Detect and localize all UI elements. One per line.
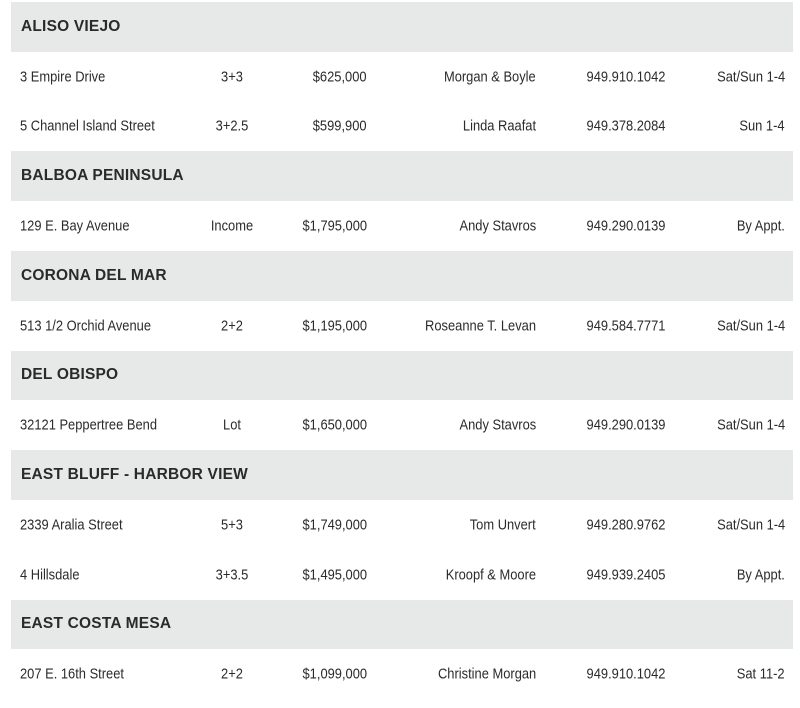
listing-agent: Andy Stavros <box>459 217 536 235</box>
area-header: EAST BLUFF - HARBOR VIEW <box>11 450 793 500</box>
listing-price: $1,795,000 <box>302 217 367 235</box>
listing-address: 2339 Aralia Street <box>20 516 123 534</box>
listing-hours: Sun 1-4 <box>739 117 785 135</box>
area-header: ALISO VIEJO <box>11 2 793 52</box>
listing-beds-baths: 3+2.5 <box>215 117 249 135</box>
listing-address: 4 Hillsdale <box>20 566 80 584</box>
listing-address: 207 E. 16th Street <box>20 665 124 683</box>
area-header: EAST COSTA MESA <box>11 599 793 650</box>
listing-agent: Kroopf & Moore <box>445 566 536 584</box>
listing-hours: Sat/Sun 1-4 <box>716 317 785 335</box>
listing-row: 2339 Aralia Street 5+3 $1,749,000 Tom Unver… <box>0 500 800 550</box>
area-header: DEL OBISPO <box>11 350 793 401</box>
listing-beds-baths: 3+3 <box>221 68 243 86</box>
area-header: CORONA DEL MAR <box>11 250 793 301</box>
listing-agent: Morgan & Boyle <box>444 68 536 86</box>
listing-address: 3 Empire Drive <box>20 68 106 86</box>
listing-price: $1,650,000 <box>302 416 367 434</box>
listing-phone: 949.584.7771 <box>586 317 666 335</box>
listing-price: $625,000 <box>313 68 367 86</box>
listing-hours: By Appt. <box>736 566 785 584</box>
listing-agent: Roseanne T. Levan <box>425 317 536 335</box>
listing-row: 129 E. Bay Avenue Income $1,795,000 Andy St… <box>0 201 800 251</box>
listing-row: 32121 Peppertree Bend Lot $1,650,000 Andy S… <box>0 400 800 450</box>
listing-beds-baths: 3+3.5 <box>215 566 249 584</box>
listing-row: 513 1/2 Orchid Avenue 2+2 $1,195,000 Rosean… <box>0 301 800 351</box>
listing-hours: Sat/Sun 1-4 <box>716 516 785 534</box>
listing-phone: 949.378.2084 <box>586 117 666 135</box>
listing-agent: Christine Morgan <box>437 665 536 683</box>
listing-hours: Sat/Sun 1-4 <box>716 416 785 434</box>
listing-phone: 949.280.9762 <box>586 516 666 534</box>
listing-price: $1,195,000 <box>302 317 367 335</box>
listing-row: 4 Hillsdale 3+3.5 $1,495,000 Kroopf & Moore… <box>0 550 800 600</box>
listing-row: 5 Channel Island Street 3+2.5 $599,900 Lind… <box>0 102 800 152</box>
listing-beds-baths: 2+2 <box>221 317 243 335</box>
listing-price: $599,900 <box>313 117 367 135</box>
listing-agent: Tom Unvert <box>470 516 536 534</box>
listing-beds-baths: Income <box>210 217 254 235</box>
listing-price: $1,495,000 <box>302 566 367 584</box>
listing-agent: Linda Raafat <box>462 117 536 135</box>
listing-phone: 949.939.2405 <box>586 566 666 584</box>
listing-beds-baths: Lot <box>223 416 241 434</box>
listing-address: 32121 Peppertree Bend <box>20 416 157 434</box>
listing-hours: Sat/Sun 1-4 <box>716 68 785 86</box>
listing-hours: Sat 11-2 <box>737 665 785 683</box>
listing-agent: Andy Stavros <box>459 416 536 434</box>
listing-beds-baths: 2+2 <box>221 665 243 683</box>
listing-price: $1,749,000 <box>302 516 367 534</box>
listing-address: 5 Channel Island Street <box>20 117 155 135</box>
listing-price: $1,099,000 <box>302 665 367 683</box>
area-header: BALBOA PENINSULA <box>11 151 793 202</box>
listing-row: 3 Empire Drive 3+3 $625,000 Morgan & Boyle 9… <box>0 52 800 102</box>
listing-hours: By Appt. <box>736 217 785 235</box>
listing-phone: 949.290.0139 <box>586 217 666 235</box>
listing-address: 513 1/2 Orchid Avenue <box>20 317 152 335</box>
listing-phone: 949.910.1042 <box>586 665 666 683</box>
listing-beds-baths: 5+3 <box>221 516 243 534</box>
listing-phone: 949.290.0139 <box>586 416 666 434</box>
listing-phone: 949.910.1042 <box>586 68 666 86</box>
listing-address: 129 E. Bay Avenue <box>20 217 130 235</box>
listing-row: 207 E. 16th Street 2+2 $1,099,000 Christine… <box>0 649 800 699</box>
